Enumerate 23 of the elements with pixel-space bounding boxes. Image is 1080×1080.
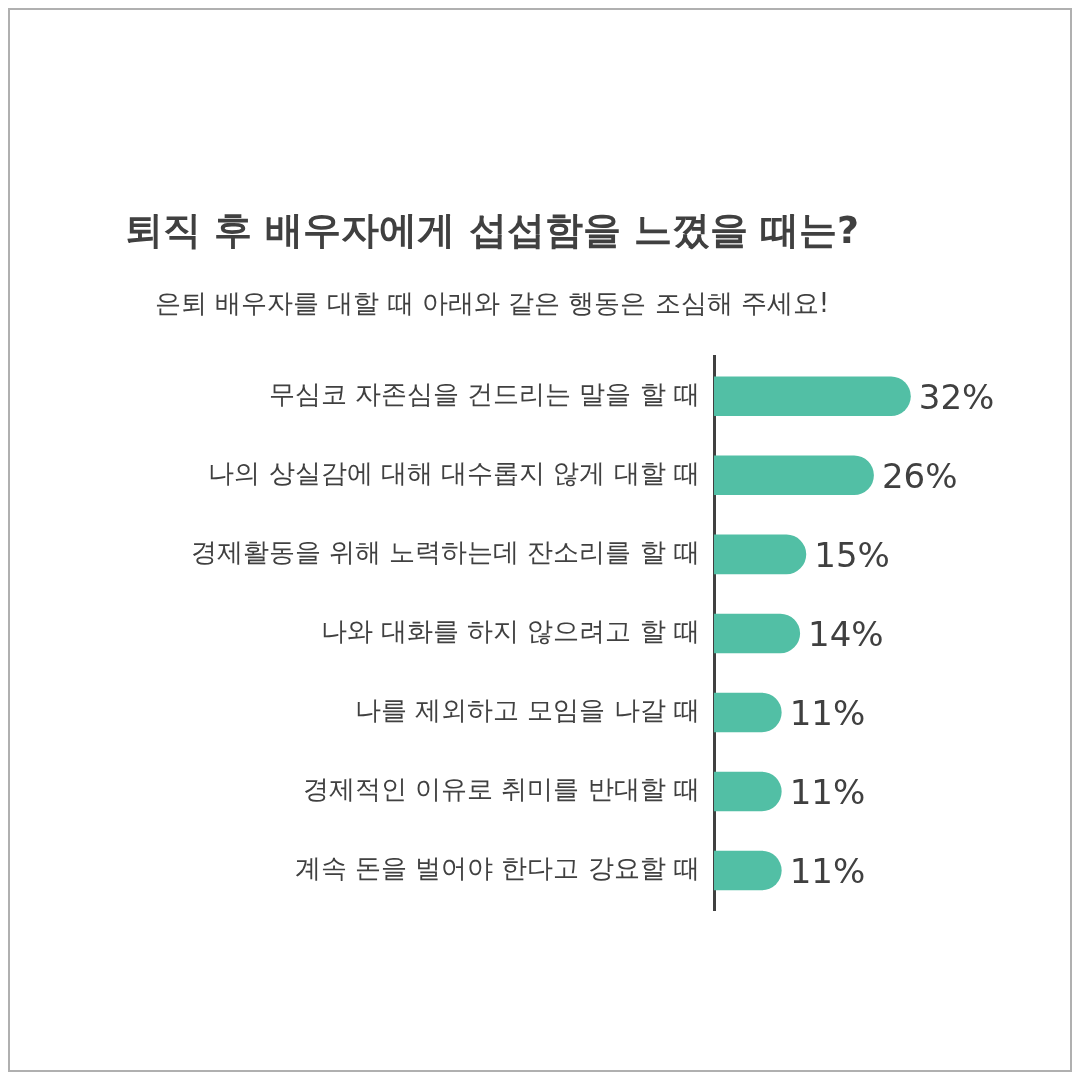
- data-label: 11%: [789, 851, 866, 892]
- data-label: 11%: [789, 772, 866, 813]
- bar: [714, 771, 782, 812]
- y-tick-label: 경제활동을 위해 노력하는데 잔소리를 할 때: [190, 537, 700, 568]
- bar: [714, 376, 911, 417]
- data-label: 32%: [918, 377, 995, 418]
- y-tick-label: 나와 대화를 하지 않으려고 할 때: [320, 616, 700, 647]
- y-tick-label: 나의 상실감에 대해 대수롭지 않게 대할 때: [208, 458, 700, 489]
- data-label: 15%: [814, 535, 890, 576]
- bar: [714, 613, 801, 654]
- data-label: 11%: [789, 693, 866, 734]
- bar: [714, 455, 874, 496]
- text: 은퇴 배우자를 대할 때 아래와 같은 행동은 조심해 주세요!: [154, 287, 830, 318]
- y-tick-label: 경제적인 이유로 취미를 반대할 때: [302, 774, 700, 805]
- chart-title: 퇴직 후 배우자에게 섭섭함을 느꼈을 때는?: [124, 207, 860, 252]
- y-tick-label: 계속 돈을 벌어야 한다고 강요할 때: [294, 853, 700, 884]
- bar: [714, 850, 782, 891]
- y-tick-label: 나를 제외하고 모임을 나갈 때: [354, 695, 700, 726]
- bar: [714, 534, 807, 575]
- data-label: 26%: [881, 456, 958, 497]
- y-tick-label: 무심코 자존심을 건드리는 말을 할 때: [268, 379, 700, 410]
- bar: [714, 692, 782, 733]
- data-label: 14%: [808, 614, 884, 655]
